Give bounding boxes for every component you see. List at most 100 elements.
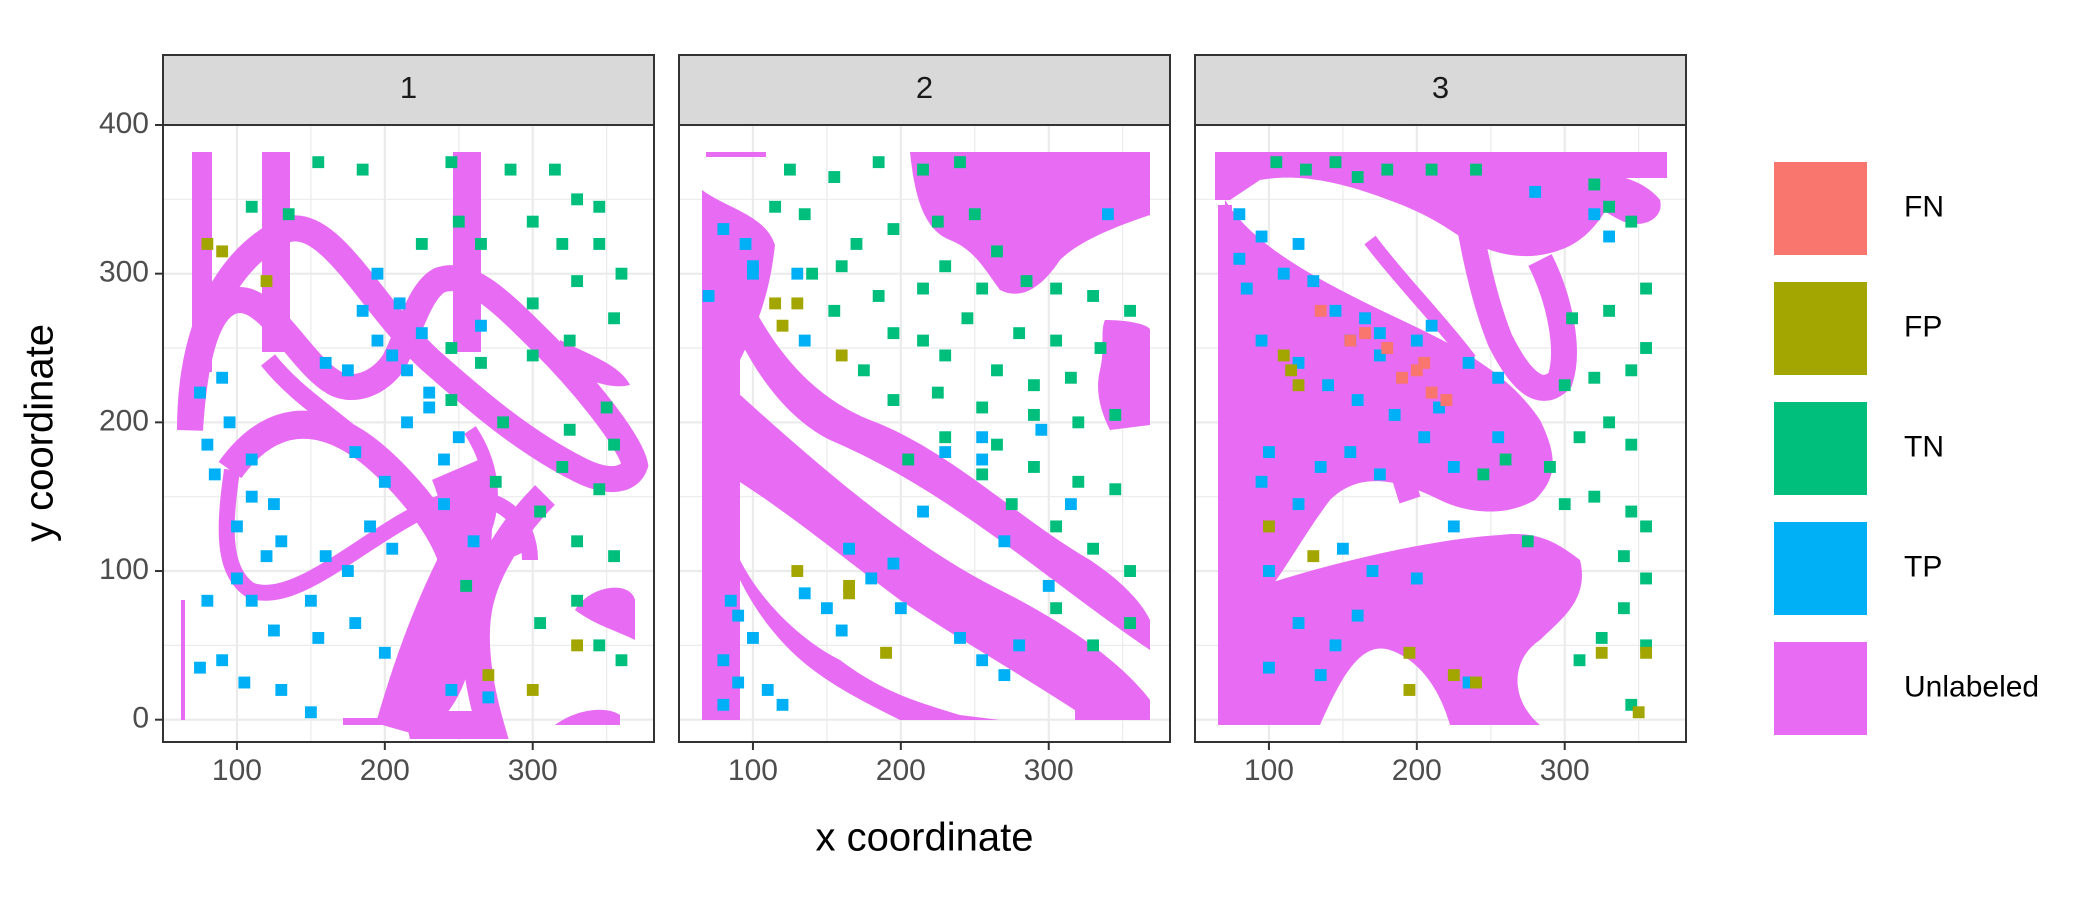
tile-tp — [998, 535, 1011, 548]
tile-tp — [820, 602, 833, 615]
tile-tn — [1050, 602, 1063, 615]
tile-tp — [1263, 565, 1275, 577]
tile-tp — [702, 290, 715, 302]
tile-tp — [976, 431, 989, 444]
tile-tp — [1263, 446, 1275, 459]
tile-tp — [1263, 661, 1275, 674]
legend-key-tn — [1774, 402, 1867, 495]
tile-fp — [843, 587, 855, 600]
tile-tp — [1425, 319, 1438, 332]
tile-tn — [1013, 327, 1026, 340]
tile-tp — [1410, 572, 1423, 585]
tile-tn — [445, 156, 458, 169]
tile-tn — [452, 215, 465, 228]
tile-tn — [526, 297, 539, 310]
tile-tp — [865, 572, 878, 585]
tile-tp — [231, 520, 243, 533]
tile-tp — [194, 386, 206, 399]
tile-tp — [245, 594, 258, 607]
tile-tn — [1300, 163, 1312, 176]
legend: FN FP TN TP Unlabeled — [1774, 162, 2039, 735]
tile-tn — [475, 237, 487, 250]
panel-3-strip-label: 3 — [1432, 70, 1449, 105]
tile-tn — [1558, 379, 1571, 392]
tile-tp — [208, 468, 221, 481]
tile-tn — [1477, 468, 1490, 481]
tile-tn — [1640, 342, 1652, 354]
tile-tn — [600, 401, 613, 414]
tile-tp — [739, 237, 752, 250]
tile-tn — [1603, 416, 1616, 429]
tile-tp — [1314, 461, 1327, 473]
tile-tp — [438, 453, 450, 466]
tile-tp — [776, 698, 789, 711]
tile-tn — [1521, 535, 1534, 548]
tile-tn — [1625, 438, 1638, 451]
tile-tn — [1595, 631, 1608, 644]
tile-tn — [806, 267, 819, 280]
panel-1: 1 100 200 300 — [162, 54, 655, 787]
tile-tn — [1640, 520, 1652, 533]
tile-fp — [880, 646, 892, 659]
tile-tp — [1013, 639, 1026, 652]
tile-tp — [349, 617, 362, 630]
tile-tp — [393, 297, 406, 310]
tile-tp — [1373, 327, 1386, 340]
tile-tp — [1292, 237, 1305, 250]
tile-tn — [917, 282, 929, 295]
tile-fp — [216, 245, 229, 258]
panel-2-cells — [702, 156, 1136, 711]
tile-tn — [1270, 156, 1283, 169]
legend-label-fp: FP — [1904, 310, 1942, 343]
tile-tp — [724, 594, 737, 607]
tile-tp — [1462, 676, 1475, 689]
tile-tn — [445, 394, 458, 406]
tile-tn — [608, 550, 620, 563]
tile-tp — [798, 587, 811, 600]
tile-tp — [1388, 408, 1401, 421]
tile-tn — [769, 200, 782, 213]
tile-tn — [1050, 520, 1063, 533]
tile-tn — [1028, 379, 1040, 392]
tile-tn — [1109, 483, 1122, 496]
tile-tp — [341, 364, 354, 377]
tile-fp — [1292, 379, 1305, 392]
tile-tn — [548, 163, 561, 176]
tile-tp — [1292, 356, 1305, 369]
tile-tp — [1447, 461, 1460, 473]
tile-tn — [489, 475, 502, 488]
tile-tp — [1292, 617, 1305, 630]
tile-tn — [1381, 163, 1394, 176]
tile-tp — [1418, 431, 1431, 444]
tile-tn — [504, 163, 517, 176]
tile-tp — [732, 609, 745, 622]
tile-tn — [593, 483, 606, 496]
panel-1-x-axis: 100 200 300 — [212, 742, 558, 787]
tile-tp — [1329, 304, 1342, 317]
tile-tp — [1035, 423, 1048, 436]
tile-tn — [1072, 475, 1085, 488]
tile-tn — [1640, 639, 1652, 652]
tile-tp — [976, 654, 989, 667]
tile-tn — [1050, 282, 1063, 295]
tile-tp — [1351, 609, 1364, 622]
tile-tp — [1240, 282, 1253, 295]
tile-fn — [1314, 304, 1327, 317]
tile-fp — [1403, 684, 1416, 696]
tile-tn — [497, 416, 510, 429]
tile-tp — [1433, 401, 1445, 414]
tile-tp — [1492, 371, 1505, 384]
tile-tn — [835, 260, 848, 273]
tile-fp — [776, 319, 789, 332]
tile-tn — [991, 438, 1003, 451]
tile-tp — [245, 490, 258, 503]
tile-tp — [304, 594, 317, 607]
tile-fp — [769, 297, 782, 310]
tile-tn — [282, 208, 295, 221]
tile-tn — [475, 356, 487, 369]
tile-tn — [593, 639, 606, 652]
tile-tn — [1499, 453, 1512, 466]
tile-fp — [1447, 669, 1460, 682]
tile-tp — [717, 698, 730, 711]
